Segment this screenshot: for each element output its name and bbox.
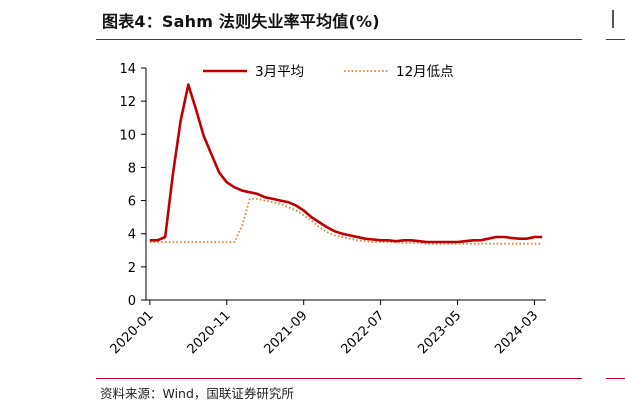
x-tick-label: 2024-03 xyxy=(492,308,541,357)
adjacent-panel-title-fragment xyxy=(612,10,620,28)
adjacent-panel-divider-bottom xyxy=(606,378,625,379)
series-line-low xyxy=(149,197,543,245)
legend-label: 3月平均 xyxy=(255,64,304,80)
y-tick-label: 10 xyxy=(119,128,136,143)
x-axis: 2020-01 2020-11 2021-09 2022-07 2023-05 2024-… xyxy=(108,299,546,357)
y-tick-label: 12 xyxy=(119,95,136,110)
y-tick-label: 6 xyxy=(128,195,136,210)
y-tick-label: 4 xyxy=(128,228,136,243)
chart-title: 图表4：Sahm 法则失业率平均值(%) xyxy=(102,12,380,31)
y-tick-label: 2 xyxy=(128,261,136,276)
line-chart: 0 2 4 6 8 10 12 14 2020-01 2020-11 2021-09 2022-07… xyxy=(108,62,546,357)
source-divider xyxy=(96,378,582,379)
title-divider xyxy=(96,39,582,40)
x-tick-label: 2020-01 xyxy=(108,308,157,357)
y-axis: 0 2 4 6 8 10 12 14 xyxy=(119,62,147,309)
source-note: 资料来源：Wind，国联证券研究所 xyxy=(100,386,294,401)
y-tick-label: 0 xyxy=(128,294,136,309)
x-tick-label: 2020-11 xyxy=(185,308,234,357)
series-line-avg xyxy=(149,83,543,244)
adjacent-panel-divider-top xyxy=(606,39,625,40)
y-tick-label: 8 xyxy=(128,161,136,176)
x-tick-label: 2023-05 xyxy=(415,308,464,357)
x-tick-label: 2022-07 xyxy=(338,308,387,357)
series-layer xyxy=(149,83,543,245)
legend-label: 12月低点 xyxy=(396,64,454,80)
legend: 3月平均 12月低点 xyxy=(203,64,454,80)
x-tick-label: 2021-09 xyxy=(261,308,310,357)
y-tick-label: 14 xyxy=(119,62,136,77)
